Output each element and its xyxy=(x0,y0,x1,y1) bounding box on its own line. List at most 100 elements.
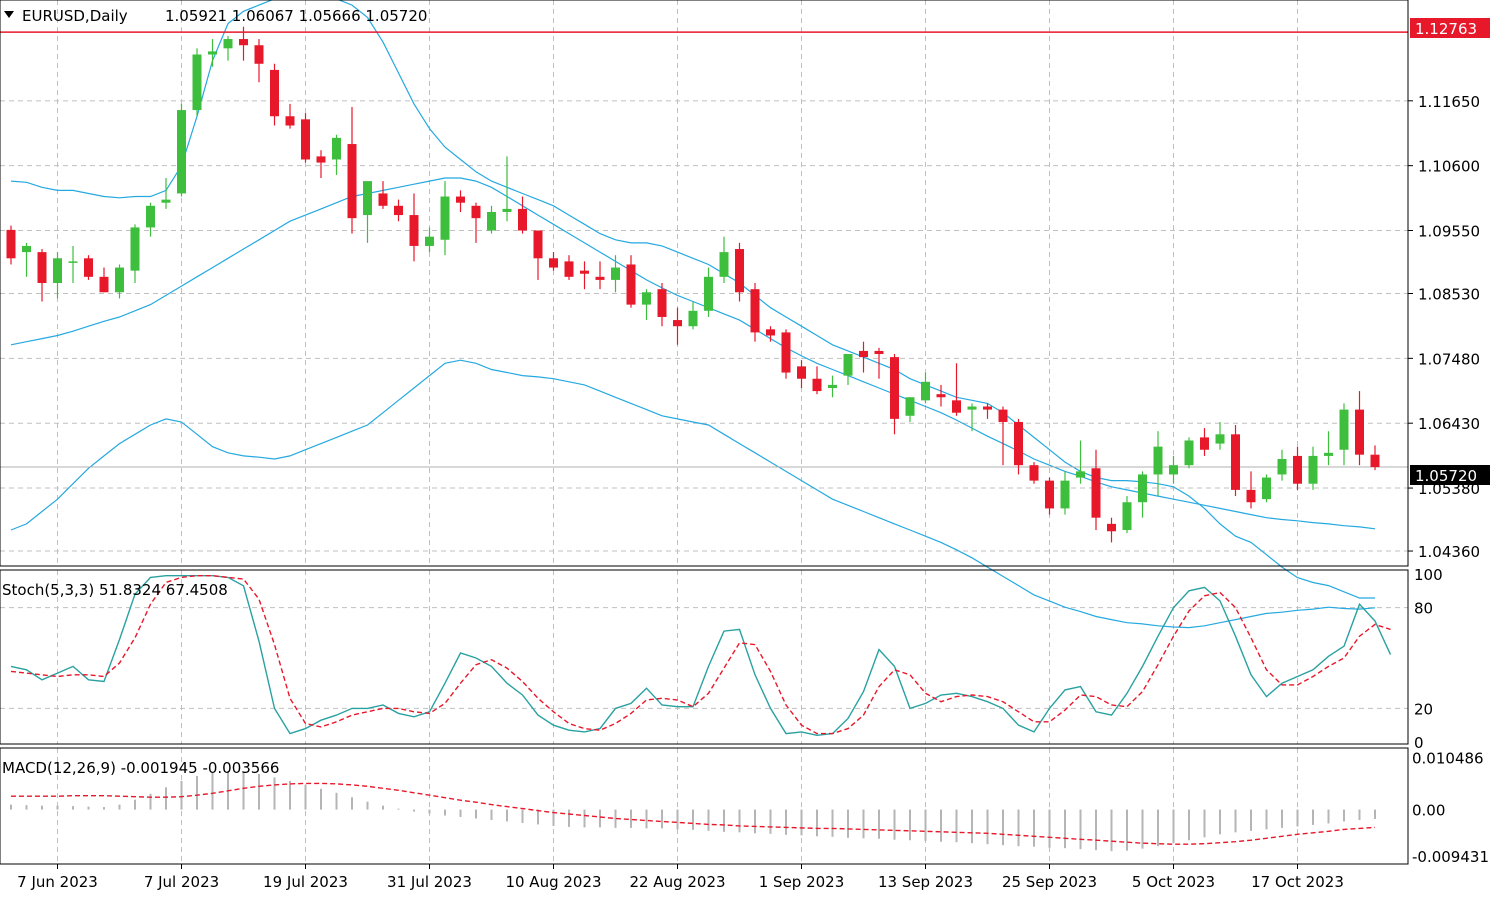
candle[interactable] xyxy=(657,283,667,327)
candle[interactable] xyxy=(53,252,62,299)
candle[interactable] xyxy=(936,384,946,407)
candle[interactable] xyxy=(425,227,434,253)
candle[interactable] xyxy=(471,202,481,243)
candle[interactable] xyxy=(115,264,124,299)
candle[interactable] xyxy=(68,245,78,283)
candle[interactable] xyxy=(750,283,760,342)
candle-body xyxy=(1277,459,1287,475)
candle[interactable] xyxy=(177,103,186,197)
candle[interactable] xyxy=(1153,431,1163,497)
candle[interactable] xyxy=(843,354,853,385)
candle[interactable] xyxy=(533,230,543,280)
candle[interactable] xyxy=(1277,449,1287,481)
candle[interactable] xyxy=(1029,462,1039,484)
candle[interactable] xyxy=(611,255,620,293)
candle[interactable] xyxy=(1184,437,1194,469)
candle[interactable] xyxy=(688,301,698,330)
candle[interactable] xyxy=(1122,496,1132,534)
candle[interactable] xyxy=(1231,425,1240,497)
candle[interactable] xyxy=(146,202,155,237)
candle-body xyxy=(564,261,574,277)
candle[interactable] xyxy=(1293,446,1302,490)
candle-body xyxy=(1091,468,1101,518)
candle[interactable] xyxy=(967,403,977,432)
candle[interactable] xyxy=(394,199,403,222)
candle[interactable] xyxy=(1076,440,1085,484)
symbol-dropdown-icon[interactable] xyxy=(4,11,14,18)
candle[interactable] xyxy=(254,39,264,83)
candle[interactable] xyxy=(239,26,248,61)
candle[interactable] xyxy=(642,289,651,321)
candle[interactable] xyxy=(285,103,295,129)
candle[interactable] xyxy=(626,255,636,308)
candle[interactable] xyxy=(1355,391,1364,466)
candle[interactable] xyxy=(316,150,326,179)
candle[interactable] xyxy=(409,193,419,262)
candle[interactable] xyxy=(1138,471,1147,518)
candle[interactable] xyxy=(1339,403,1349,466)
candle[interactable] xyxy=(859,341,868,373)
candle[interactable] xyxy=(1215,421,1225,450)
candle[interactable] xyxy=(6,225,16,265)
candle[interactable] xyxy=(1091,449,1101,531)
candle[interactable] xyxy=(1262,474,1271,503)
candle[interactable] xyxy=(1200,428,1209,456)
candle[interactable] xyxy=(1169,455,1178,484)
candle[interactable] xyxy=(518,196,527,234)
candle[interactable] xyxy=(301,113,310,163)
price-axis-label: 1.09550 xyxy=(1418,223,1480,241)
candle[interactable] xyxy=(347,106,357,234)
candle[interactable] xyxy=(1045,477,1054,515)
candle[interactable] xyxy=(983,403,992,419)
candle[interactable] xyxy=(37,249,47,302)
candle[interactable] xyxy=(161,178,171,209)
candle[interactable] xyxy=(766,326,775,342)
candle[interactable] xyxy=(502,156,512,222)
candle[interactable] xyxy=(704,267,713,317)
candle[interactable] xyxy=(270,63,279,126)
candle[interactable] xyxy=(952,363,961,416)
candle[interactable] xyxy=(1308,446,1318,490)
candle[interactable] xyxy=(874,347,884,379)
candle[interactable] xyxy=(378,181,388,209)
candle[interactable] xyxy=(223,35,233,61)
candle[interactable] xyxy=(797,360,806,388)
candle[interactable] xyxy=(99,267,109,293)
candle[interactable] xyxy=(580,261,589,290)
candle-body xyxy=(1169,465,1178,475)
candle[interactable] xyxy=(363,181,372,243)
price-axis-label: 1.10600 xyxy=(1418,158,1480,176)
candle[interactable] xyxy=(208,39,217,67)
candle[interactable] xyxy=(456,190,465,212)
candle[interactable] xyxy=(440,181,450,256)
candle[interactable] xyxy=(998,406,1008,466)
candle[interactable] xyxy=(1370,445,1380,471)
candle[interactable] xyxy=(1014,418,1023,475)
candle[interactable] xyxy=(905,397,915,422)
candle[interactable] xyxy=(828,375,837,398)
candle[interactable] xyxy=(332,134,341,175)
candle[interactable] xyxy=(22,242,31,277)
candle[interactable] xyxy=(84,255,93,280)
candle[interactable] xyxy=(192,48,202,117)
candle[interactable] xyxy=(921,372,930,404)
stoch-axis-label: 20 xyxy=(1414,700,1433,718)
candle-body xyxy=(812,378,822,392)
candle[interactable] xyxy=(781,329,791,379)
candle-body xyxy=(1339,409,1349,450)
candle[interactable] xyxy=(130,224,140,283)
candle[interactable] xyxy=(595,261,605,290)
candle[interactable] xyxy=(549,252,558,271)
candle[interactable] xyxy=(735,242,744,302)
candle[interactable] xyxy=(1246,471,1256,509)
candle[interactable] xyxy=(812,366,822,395)
candle[interactable] xyxy=(564,255,574,280)
candle[interactable] xyxy=(673,307,682,345)
candle[interactable] xyxy=(1107,517,1116,543)
candle[interactable] xyxy=(487,205,496,234)
candle[interactable] xyxy=(1060,471,1070,515)
candle[interactable] xyxy=(890,354,899,435)
candle[interactable] xyxy=(719,236,729,283)
candle[interactable] xyxy=(1324,431,1333,466)
